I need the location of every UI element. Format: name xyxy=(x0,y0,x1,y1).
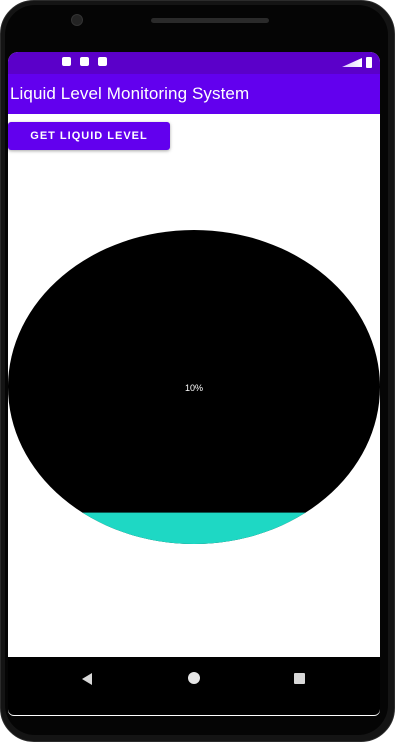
notification-icon xyxy=(80,57,89,66)
app-bar: Liquid Level Monitoring System xyxy=(8,74,380,114)
status-notification-icons xyxy=(62,57,107,66)
liquid-fill xyxy=(8,512,380,544)
system-navigation-bar xyxy=(8,657,380,715)
level-percent-label: 10% xyxy=(185,383,203,393)
front-camera xyxy=(71,14,83,26)
status-bar xyxy=(8,52,380,74)
notification-icon xyxy=(62,57,71,66)
home-circle-icon[interactable] xyxy=(188,672,200,684)
app-title: Liquid Level Monitoring System xyxy=(10,84,250,103)
gauge-background xyxy=(8,230,380,544)
battery-icon xyxy=(366,57,372,68)
earpiece-speaker xyxy=(151,18,269,23)
status-system-icons xyxy=(342,57,372,68)
signal-icon xyxy=(342,58,362,67)
liquid-level-gauge: 10% xyxy=(8,230,380,544)
sd-card-icon xyxy=(98,57,107,66)
recents-square-icon[interactable] xyxy=(294,673,305,684)
back-triangle-icon[interactable] xyxy=(82,673,92,685)
get-liquid-level-button[interactable]: GET LIQUID LEVEL xyxy=(8,122,170,150)
device-screen: Liquid Level Monitoring System GET LIQUI… xyxy=(8,52,380,716)
